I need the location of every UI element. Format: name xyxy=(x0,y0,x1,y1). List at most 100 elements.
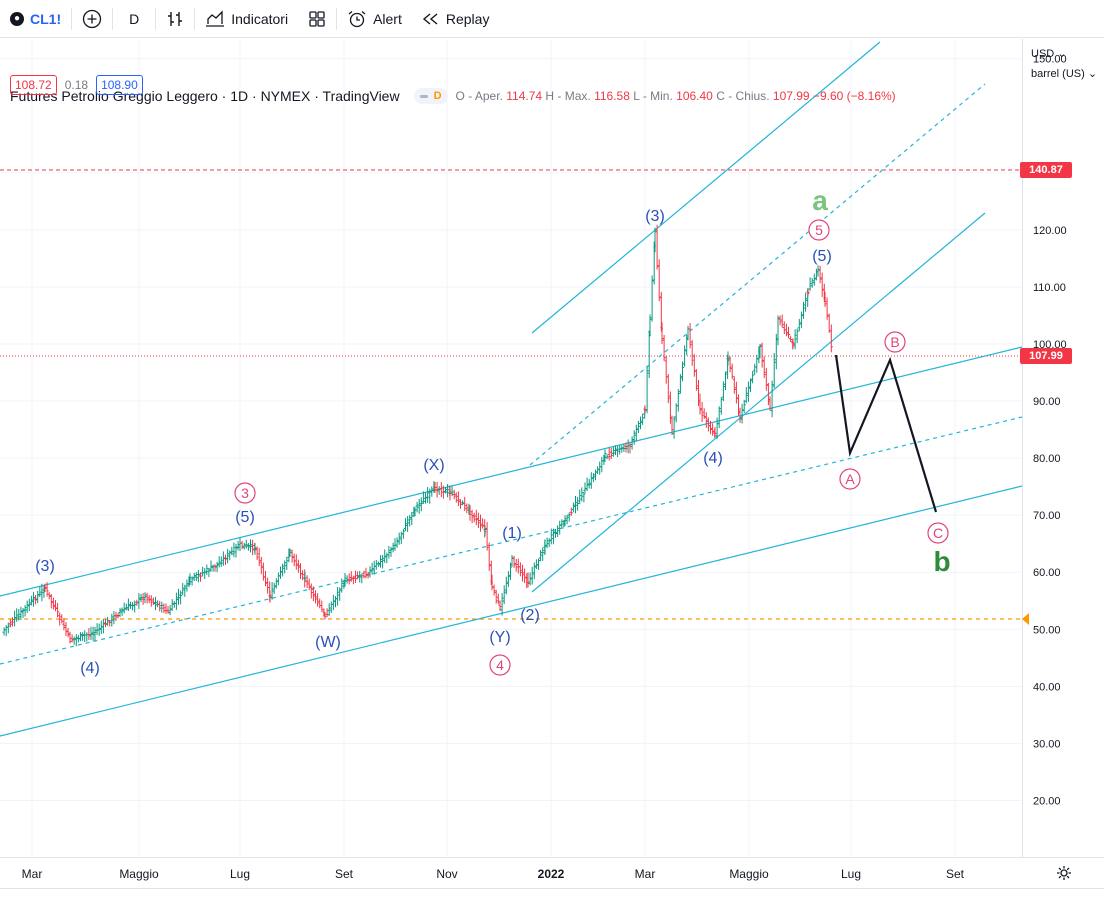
price-bar xyxy=(762,356,766,379)
bars-chart-icon xyxy=(168,11,183,26)
time-tick-label: Mar xyxy=(635,867,656,881)
wave-labels: (3) (4) 3 (5) (W) (X) (1) (Y) (2) 4 (3) (4) a 5 (5) B A C… xyxy=(35,185,950,677)
channel-lower-line[interactable] xyxy=(0,485,1022,737)
indicators-button[interactable]: Indicatori xyxy=(195,0,298,38)
channel2-mid-line[interactable] xyxy=(529,83,986,466)
price-bar xyxy=(818,265,822,284)
price-bar xyxy=(374,560,378,570)
price-bar xyxy=(825,297,829,320)
price-bar xyxy=(406,516,410,532)
price-bar xyxy=(118,607,122,618)
price-bar xyxy=(4,625,8,637)
price-bar xyxy=(62,618,66,631)
price-bar xyxy=(47,592,51,600)
sell-price-button[interactable]: 108.72 xyxy=(10,75,57,95)
time-axis[interactable]: Mar Maggio Lug Set Nov 2022 Mar Maggio Lug Set xyxy=(0,857,1104,888)
wave-projection[interactable] xyxy=(834,354,938,513)
price-bar xyxy=(196,570,200,583)
wave-label: (1) xyxy=(502,525,522,542)
price-bar xyxy=(700,401,704,423)
trend-channels[interactable] xyxy=(0,41,1022,737)
price-bar xyxy=(636,421,640,434)
status-badge-letter: D xyxy=(433,90,442,102)
price-bar xyxy=(472,512,476,523)
price-bar xyxy=(19,606,23,620)
price-bar xyxy=(591,473,595,483)
replay-button[interactable]: Replay xyxy=(412,0,500,38)
buy-price-button[interactable]: 108.90 xyxy=(96,75,143,95)
price-bar xyxy=(323,612,327,620)
price-bar xyxy=(694,369,698,391)
chart-pane[interactable]: (3) (4) 3 (5) (W) (X) (1) (Y) (2) 4 (3) (4) a 5 (5) B A C… xyxy=(0,39,1022,857)
price-bar xyxy=(748,378,753,392)
price-bar xyxy=(494,589,498,604)
price-bar xyxy=(393,538,397,551)
compare-button[interactable] xyxy=(72,0,112,38)
price-bar xyxy=(234,543,238,558)
channel2-lower-line[interactable] xyxy=(531,212,986,593)
price-bar xyxy=(799,311,803,329)
price-bar xyxy=(721,381,725,402)
projection-path[interactable] xyxy=(834,354,938,513)
svg-text:A: A xyxy=(845,471,855,487)
wave-label-circled: B xyxy=(884,331,906,353)
price-bar xyxy=(370,562,374,575)
price-bar xyxy=(657,259,661,302)
price-bar xyxy=(209,560,213,572)
symbol-search[interactable]: ● CL1! xyxy=(0,0,71,38)
toolbar-divider xyxy=(112,7,114,30)
price-bar xyxy=(413,507,417,517)
channel2-upper-line[interactable] xyxy=(531,41,881,334)
price-bar xyxy=(188,573,192,586)
price-bar xyxy=(760,342,764,368)
price-bar xyxy=(607,447,611,461)
price-bar xyxy=(567,512,571,522)
market-status-badge[interactable]: D xyxy=(413,88,448,104)
price-tick-label: 70.00 xyxy=(1033,510,1061,522)
wave-label-circled: 3 xyxy=(234,482,256,504)
chart-legend: Futures Petrolio Greggio Leggero · 1D · … xyxy=(10,88,896,104)
unit-selector[interactable]: barrel (US) ⌄ xyxy=(1031,68,1098,80)
last-price-tag: 107.99 xyxy=(1020,348,1072,364)
price-bar xyxy=(217,556,221,568)
alert-button[interactable]: Alert xyxy=(337,0,412,38)
price-bar xyxy=(746,381,750,402)
price-tick-label: 80.00 xyxy=(1033,453,1061,465)
price-bar xyxy=(435,481,439,498)
interval-button[interactable]: D xyxy=(113,0,155,38)
price-bar xyxy=(643,405,647,414)
price-bar xyxy=(201,566,205,577)
price-bar xyxy=(551,528,555,545)
wave-label-circled: 5 xyxy=(808,219,830,241)
layouts-button[interactable] xyxy=(298,0,336,38)
wave-label: (5) xyxy=(812,248,832,265)
price-bar xyxy=(211,564,215,572)
time-scale[interactable]: Mar Maggio Lug Set Nov 2022 Mar Maggio Lug Set xyxy=(0,858,1104,888)
chart-canvas[interactable]: (3) (4) 3 (5) (W) (X) (1) (Y) (2) 4 (3) (4) a 5 (5) B A C… xyxy=(0,39,1022,857)
price-bar xyxy=(605,454,609,460)
chart-type-button[interactable] xyxy=(156,0,194,38)
price-bar xyxy=(638,416,643,430)
price-bar xyxy=(791,338,795,349)
price-bar xyxy=(808,277,812,291)
price-bar xyxy=(504,576,508,595)
price-bar xyxy=(139,593,143,603)
price-bar xyxy=(461,500,465,506)
price-bar xyxy=(708,420,713,435)
time-tick-label: Nov xyxy=(436,867,457,881)
channel-upper-line[interactable] xyxy=(0,346,1022,597)
price-bar xyxy=(205,564,209,575)
svg-text:5: 5 xyxy=(815,222,823,238)
price-bar xyxy=(502,585,506,605)
price-bar xyxy=(589,472,593,489)
price-bar xyxy=(2,627,6,636)
price-bar xyxy=(288,548,292,557)
price-bar xyxy=(266,577,270,594)
wave-label-circled: 4 xyxy=(489,654,511,676)
price-bar xyxy=(678,374,682,394)
settings-gear-icon[interactable] xyxy=(1056,865,1072,881)
currency-selector[interactable]: USD ⌄ xyxy=(1031,48,1067,60)
price-bar xyxy=(569,507,573,516)
price-bar xyxy=(632,430,636,445)
price-bar xyxy=(415,501,419,513)
